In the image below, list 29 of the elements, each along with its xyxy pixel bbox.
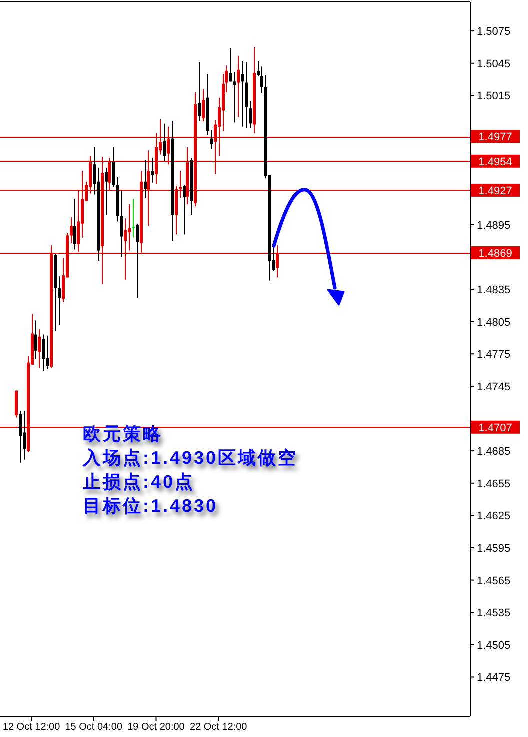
x-tick-label: 22 Oct 12:00 [190,722,248,733]
y-tick-label: 1.5045 [477,58,511,70]
y-tick-label: 1.4745 [477,381,511,394]
annotation: 止损点:40点 [82,472,196,492]
y-tick-label: 1.4775 [477,349,511,362]
y-tick-label: 1.4655 [477,478,511,490]
y-tick-label: 1.5015 [477,90,511,103]
y-tick-label: 1.4625 [477,510,511,523]
y-tick-label: 1.4835 [477,284,511,297]
y-tick-label: 1.4475 [477,672,511,684]
ref-line-label: 1.4977 [478,132,512,144]
y-tick-label: 1.5075 [477,26,511,38]
y-tick-label: 1.4805 [477,316,511,329]
x-tick-label: 15 Oct 04:00 [65,722,123,733]
annotation: 入场点:1.4930区域做空 [82,448,298,468]
ref-line-label: 1.4954 [478,156,512,168]
x-tick-label: 19 Oct 20:00 [128,722,186,733]
annotation: 目标位:1.4830 [83,496,218,516]
y-tick-label: 1.4535 [477,608,511,620]
y-tick-label: 1.4895 [477,220,511,232]
ref-line-label: 1.4927 [478,185,512,198]
ref-line-label: 1.4869 [478,248,512,260]
y-tick-label: 1.4505 [477,640,511,652]
y-tick-label: 1.4595 [477,543,511,555]
y-tick-label: 1.4685 [477,446,511,458]
ref-line-label: 1.4707 [478,422,512,434]
annotation: 欧元策略 [83,424,163,444]
y-tick-label: 1.4565 [477,575,511,588]
x-tick-label: 12 Oct 12:00 [2,722,61,733]
